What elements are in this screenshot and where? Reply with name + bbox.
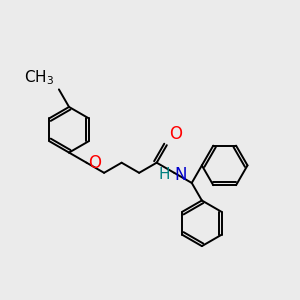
Text: O: O <box>88 154 101 172</box>
Text: CH$_3$: CH$_3$ <box>24 68 55 87</box>
Text: O: O <box>169 125 182 143</box>
Text: H: H <box>158 167 170 182</box>
Text: N: N <box>174 166 187 184</box>
